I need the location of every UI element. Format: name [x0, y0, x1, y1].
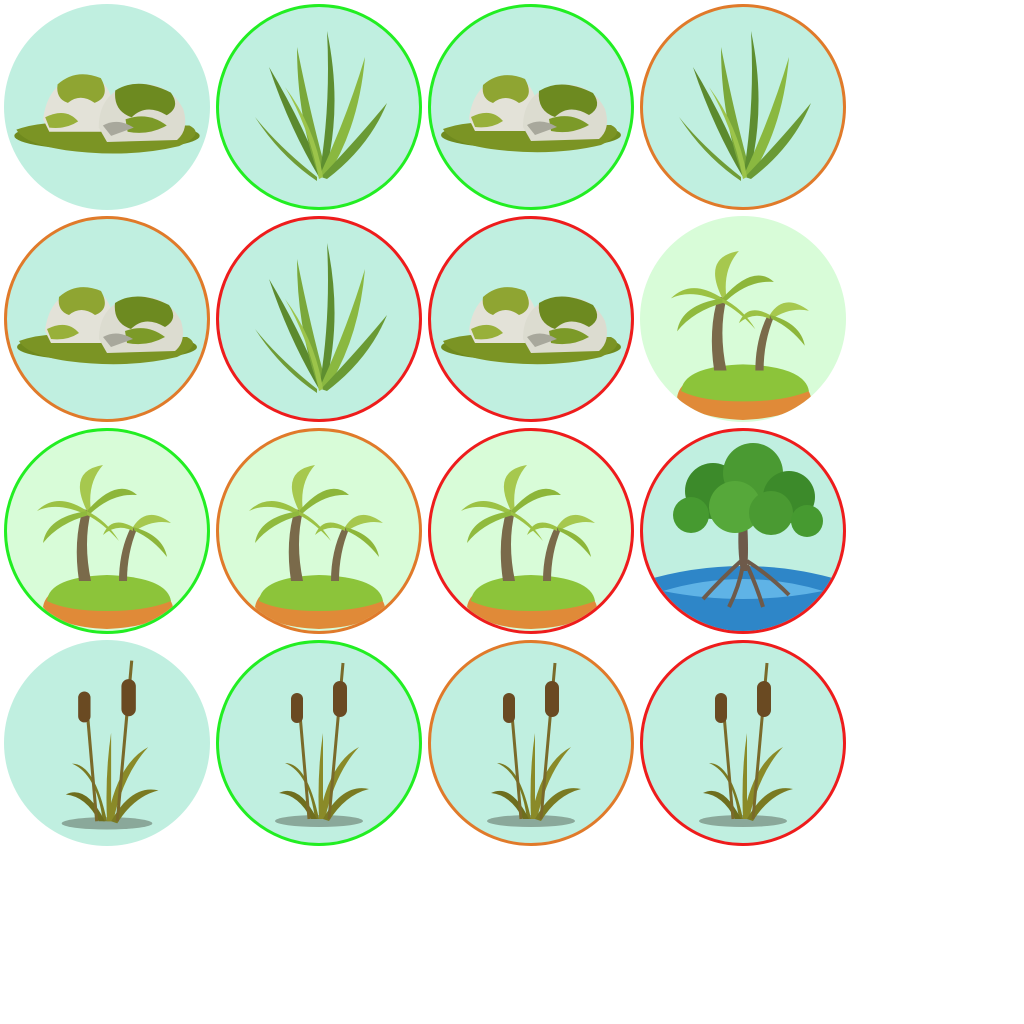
- tile-mossy-rocks-r1c1[interactable]: [4, 4, 210, 210]
- tile-palm-island-r3c1[interactable]: [4, 428, 210, 634]
- cattail-icon: [61, 660, 159, 830]
- tile-cattail-r4c1[interactable]: [4, 640, 210, 846]
- tile-mossy-rocks-r2c1[interactable]: [4, 216, 210, 422]
- tile-seaweed-r1c2[interactable]: [216, 4, 422, 210]
- seaweed-icon: [255, 243, 387, 393]
- mossy-rocks-icon: [14, 74, 200, 154]
- tile-palm-island-r3c3[interactable]: [428, 428, 634, 634]
- tile-cattail-r4c2[interactable]: [216, 640, 422, 846]
- tile-mossy-rocks-r2c3[interactable]: [428, 216, 634, 422]
- mossy-rocks-icon: [17, 287, 197, 365]
- tile-mossy-rocks-r1c3[interactable]: [428, 4, 634, 210]
- seaweed-icon: [255, 31, 387, 181]
- palm-island-icon: [249, 465, 385, 629]
- cattail-icon: [275, 662, 369, 827]
- palm-island-icon: [37, 465, 173, 629]
- tile-cattail-r4c3[interactable]: [428, 640, 634, 846]
- mangrove-tree-icon: [643, 443, 843, 631]
- mossy-rocks-icon: [441, 75, 621, 153]
- tile-palm-island-r2c4[interactable]: [640, 216, 846, 422]
- cattail-icon: [699, 662, 793, 827]
- palm-island-icon: [461, 465, 597, 629]
- tile-seaweed-r2c2[interactable]: [216, 216, 422, 422]
- tile-mangrove-tree-r3c4[interactable]: [640, 428, 846, 634]
- palm-island-icon: [670, 251, 811, 420]
- cattail-icon: [487, 662, 581, 827]
- tile-palm-island-r3c2[interactable]: [216, 428, 422, 634]
- tile-seaweed-r1c4[interactable]: [640, 4, 846, 210]
- tile-cattail-r4c4[interactable]: [640, 640, 846, 846]
- mossy-rocks-icon: [441, 287, 621, 365]
- seaweed-icon: [679, 31, 811, 181]
